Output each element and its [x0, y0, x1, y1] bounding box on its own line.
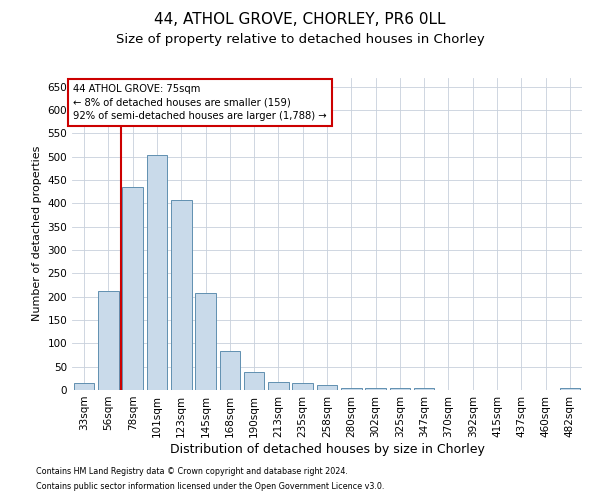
Text: Size of property relative to detached houses in Chorley: Size of property relative to detached ho… [116, 32, 484, 46]
Bar [317, 386, 337, 390]
Bar [560, 388, 580, 390]
X-axis label: Distribution of detached houses by size in Chorley: Distribution of detached houses by size … [170, 442, 484, 456]
Text: 44 ATHOL GROVE: 75sqm
← 8% of detached houses are smaller (159)
92% of semi-deta: 44 ATHOL GROVE: 75sqm ← 8% of detached h… [73, 84, 327, 121]
Bar [389, 388, 410, 390]
Text: Contains HM Land Registry data © Crown copyright and database right 2024.: Contains HM Land Registry data © Crown c… [36, 467, 348, 476]
Bar [195, 294, 216, 390]
Bar [122, 187, 143, 390]
Bar [146, 156, 167, 390]
Bar [74, 383, 94, 390]
Bar [365, 388, 386, 390]
Bar [244, 372, 265, 390]
Bar [414, 388, 434, 390]
Bar [268, 382, 289, 390]
Bar [341, 388, 362, 390]
Bar [171, 200, 191, 390]
Bar [292, 382, 313, 390]
Bar [98, 291, 119, 390]
Y-axis label: Number of detached properties: Number of detached properties [32, 146, 42, 322]
Text: Contains public sector information licensed under the Open Government Licence v3: Contains public sector information licen… [36, 482, 385, 491]
Text: 44, ATHOL GROVE, CHORLEY, PR6 0LL: 44, ATHOL GROVE, CHORLEY, PR6 0LL [154, 12, 446, 28]
Bar [220, 351, 240, 390]
